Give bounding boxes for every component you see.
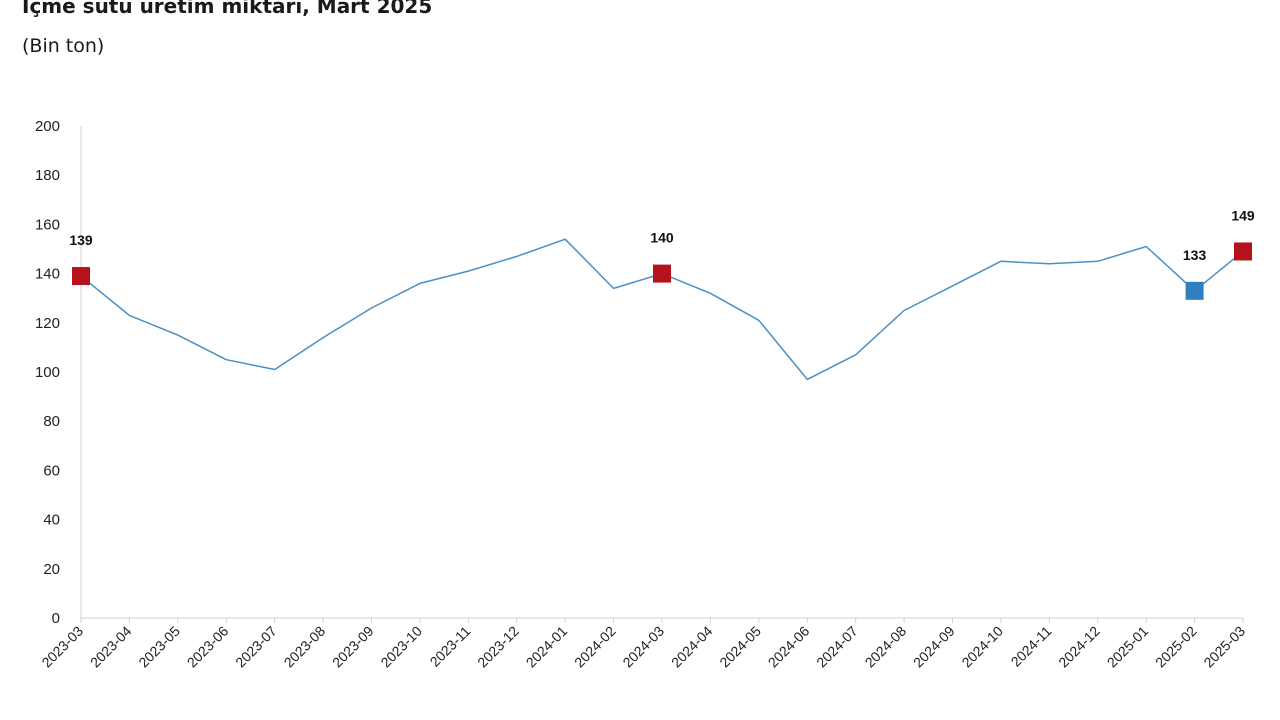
highlight-markers: 139 140 133 149 xyxy=(69,207,1255,300)
x-tick-label: 2024-02 xyxy=(571,623,619,671)
y-tick-label: 140 xyxy=(35,266,60,283)
y-tick-label: 100 xyxy=(35,364,60,381)
y-tick-label: 120 xyxy=(35,315,60,332)
data-label: 140 xyxy=(650,230,674,246)
chart-title: İçme sütü üretim miktarı, Mart 2025 xyxy=(22,0,433,18)
series-line xyxy=(80,238,1244,381)
x-tick-label: 2024-08 xyxy=(862,623,910,671)
y-tick-label: 20 xyxy=(43,561,60,578)
x-tick-label: 2023-08 xyxy=(281,623,329,671)
data-point-marker xyxy=(1185,281,1204,300)
x-tick-label: 2024-09 xyxy=(910,623,958,671)
chart-subtitle: (Bin ton) xyxy=(22,35,105,57)
data-label: 133 xyxy=(1183,247,1207,263)
x-tick-label: 2023-05 xyxy=(135,623,183,671)
x-tick-label: 2024-11 xyxy=(1008,623,1055,670)
x-tick-label: 2025-02 xyxy=(1152,623,1200,671)
x-tick-label: 2023-03 xyxy=(38,623,86,671)
x-tick-label: 2024-01 xyxy=(523,623,571,671)
x-tick-label: 2025-03 xyxy=(1200,623,1248,671)
x-tick-label: 2023-12 xyxy=(474,623,522,671)
y-tick-label: 60 xyxy=(43,462,60,479)
y-axis: 0 20 40 60 80 100 120 140 160 180 200 xyxy=(35,118,82,627)
x-tick-label: 2024-12 xyxy=(1055,623,1103,671)
x-tick-label: 2024-06 xyxy=(765,623,813,671)
x-tick-label: 2023-09 xyxy=(329,623,377,671)
data-label: 139 xyxy=(69,232,93,248)
data-point-marker xyxy=(1234,242,1252,261)
y-tick-label: 160 xyxy=(35,216,60,233)
data-point-marker xyxy=(72,267,90,286)
x-tick-label: 2024-10 xyxy=(958,623,1006,671)
y-tick-label: 180 xyxy=(35,167,60,184)
x-tick-label: 2024-07 xyxy=(813,623,861,671)
x-tick-label: 2024-03 xyxy=(619,623,667,671)
y-tick-label: 80 xyxy=(43,413,60,430)
x-tick-label: 2023-07 xyxy=(232,623,280,671)
x-tick-label: 2025-01 xyxy=(1104,623,1152,671)
y-tick-label: 200 xyxy=(35,118,60,135)
x-tick-label: 2023-06 xyxy=(184,623,232,671)
x-tick-label: 2023-04 xyxy=(87,623,135,671)
data-point-marker xyxy=(653,264,671,283)
x-tick-label: 2023-10 xyxy=(377,623,425,671)
x-axis: 2023-03 2023-04 2023-05 2023-06 2023-07 2023-… xyxy=(38,617,1248,671)
series-line-group xyxy=(80,238,1244,381)
y-tick-label: 0 xyxy=(52,610,60,627)
data-label: 149 xyxy=(1231,207,1255,223)
y-tick-label: 40 xyxy=(43,512,60,529)
x-tick-label: 2024-05 xyxy=(716,623,764,671)
x-tick-label: 2024-04 xyxy=(668,623,716,671)
x-tick-label: 2023-11 xyxy=(427,623,474,670)
